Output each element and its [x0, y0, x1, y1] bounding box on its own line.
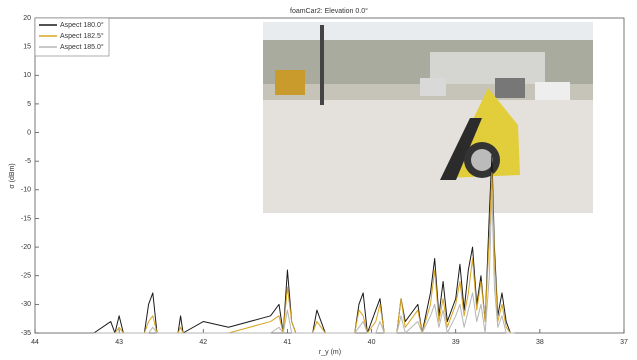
legend-label: Aspect 182.5° [60, 32, 104, 40]
y-tick-label: -20 [21, 244, 31, 251]
series-line [93, 154, 515, 334]
legend: Aspect 180.0° Aspect 182.5° Aspect 185.0° [34, 17, 110, 57]
x-tick-label: 40 [368, 339, 376, 346]
x-tick-label: 44 [31, 339, 39, 346]
x-tick-label: 41 [284, 339, 292, 346]
y-tick-label: -5 [25, 158, 31, 165]
y-tick-label: 15 [23, 43, 31, 50]
series-line [93, 189, 515, 334]
y-tick-label: -25 [21, 273, 31, 280]
y-axis-label: σ (dBm) [9, 163, 16, 188]
y-tick-label: 20 [23, 15, 31, 22]
x-tick-label: 39 [452, 339, 460, 346]
x-tick-label: 43 [115, 339, 123, 346]
x-tick-label: 42 [199, 339, 207, 346]
y-tick-label: 0 [27, 129, 31, 136]
series-line [93, 172, 515, 334]
y-tick-label: 5 [27, 101, 31, 108]
y-tick-label: -10 [21, 187, 31, 194]
legend-label: Aspect 180.0° [60, 21, 104, 29]
legend-label: Aspect 185.0° [60, 43, 104, 51]
x-tick-label: 37 [620, 339, 628, 346]
y-tick-label: -35 [21, 330, 31, 337]
x-tick-label: 38 [536, 339, 544, 346]
y-tick-label: -30 [21, 301, 31, 308]
photo [263, 22, 593, 213]
chart-title: foamCar2: Elevation 0.0° [290, 7, 368, 15]
y-tick-label: -15 [21, 215, 31, 222]
x-axis-label: r_y (m) [319, 349, 341, 356]
y-tick-label: 10 [23, 72, 31, 79]
